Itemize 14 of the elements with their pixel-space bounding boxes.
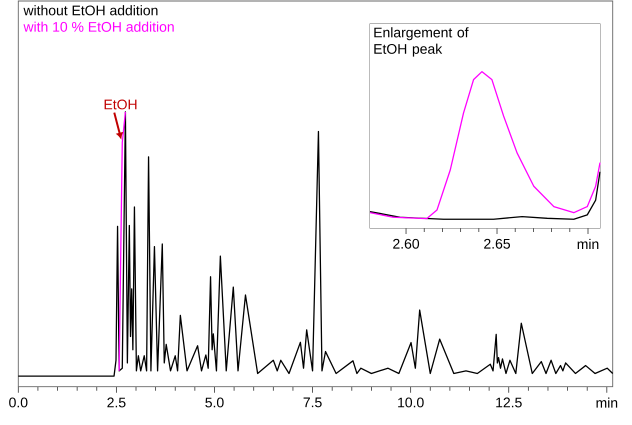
annotation: EtOH (104, 100, 136, 110)
x-tick-label: 10.0 (398, 398, 424, 408)
text: without EtOH addition (23, 5, 158, 16)
x-tick-label: min (596, 398, 618, 408)
x-tick-label: 5.0 (205, 398, 224, 408)
x-tick-label: 2.60 (393, 238, 420, 249)
x-tick-label: 0.0 (9, 398, 28, 408)
x-tick-label: 2.5 (107, 398, 126, 408)
x-tick-label: 2.65 (484, 238, 510, 249)
x-tick-label: 7.5 (304, 398, 322, 408)
x-tick-label: min (578, 238, 598, 249)
chart-title: Enlargement of EtOH peak (374, 27, 469, 57)
text: with 10 % EtOH addition (23, 22, 174, 32)
x-tick-label: 12.5 (496, 398, 522, 408)
